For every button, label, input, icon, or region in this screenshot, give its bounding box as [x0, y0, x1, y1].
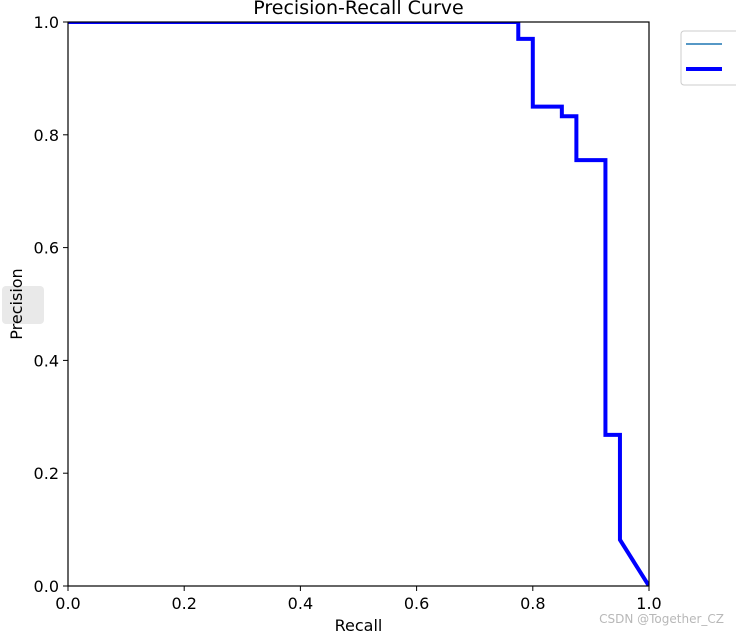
x-tick-label: 1.0: [636, 594, 661, 613]
y-tick-label: 1.0: [34, 13, 59, 32]
y-axis-ticks: 0.0 0.2 0.4 0.6 0.8 1.0: [34, 13, 68, 596]
chart-title: Precision-Recall Curve: [253, 0, 463, 19]
y-tick-label: 0.6: [34, 239, 59, 258]
watermark: CSDN @Together_CZ: [599, 612, 724, 626]
legend: [680, 30, 736, 86]
y-tick-label: 0.8: [34, 126, 59, 145]
legend-box: [680, 30, 736, 86]
x-tick-label: 0.4: [288, 594, 313, 613]
plot-area: [68, 22, 649, 586]
x-tick-label: 0.2: [171, 594, 196, 613]
x-tick-label: 0.0: [55, 594, 80, 613]
y-tick-label: 0.0: [34, 577, 59, 596]
x-tick-label: 0.8: [520, 594, 545, 613]
x-tick-label: 0.6: [404, 594, 429, 613]
y-tick-label: 0.4: [34, 351, 59, 370]
y-tick-label: 0.2: [34, 464, 59, 483]
x-axis-ticks: 0.0 0.2 0.4 0.6 0.8 1.0: [55, 586, 662, 613]
ylabel-highlight: [2, 286, 44, 324]
plot-frame: [67, 21, 650, 587]
y-axis-title: Precision: [7, 268, 26, 339]
series-line-1: [68, 22, 649, 586]
x-axis-title: Recall: [335, 616, 383, 632]
